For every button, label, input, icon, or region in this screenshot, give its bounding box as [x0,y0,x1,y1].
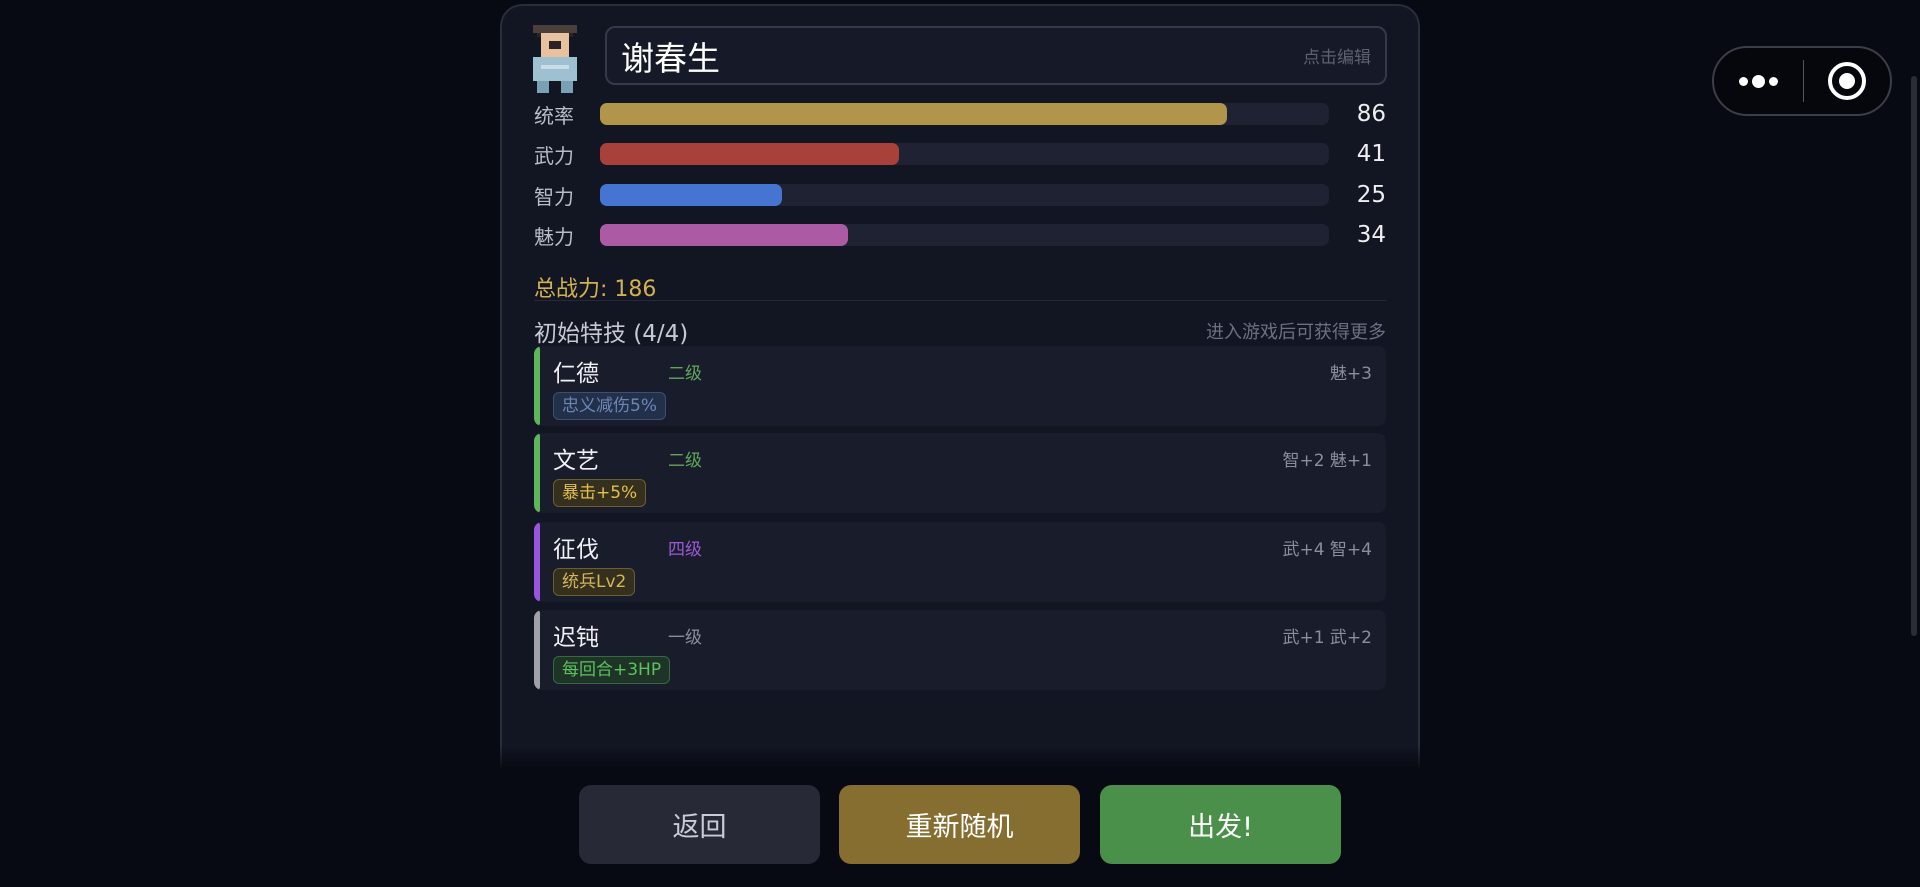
skill-level: 四级 [668,540,702,560]
capsule-divider [1803,60,1804,102]
stat-bar [600,224,1329,246]
more-icon-dot [1752,74,1765,88]
skill-card[interactable]: 征伐 四级 武+4 智+4 统兵Lv2 [534,522,1386,602]
skill-effect-tag: 暴击+5% [553,479,647,507]
depart-button[interactable]: 出发! [1100,785,1341,864]
close-miniprogram-button[interactable] [1804,62,1890,100]
miniprogram-capsule [1712,46,1892,116]
general-avatar [533,25,577,93]
stat-bar-fill [600,224,848,246]
name-input[interactable]: 谢春生 点击编辑 [605,26,1387,85]
stat-value: 34 [1356,222,1386,248]
name-edit-hint: 点击编辑 [1303,48,1371,68]
stat-bar-fill [600,143,899,165]
stat-label: 统率 [534,103,574,128]
stat-row: 统率 86 [534,99,1386,129]
stat-label: 武力 [534,143,574,168]
stat-bar [600,143,1329,165]
stat-bar-fill [600,103,1227,125]
stat-value: 86 [1356,101,1386,127]
skill-effect-tag: 忠义减伤5% [553,392,666,420]
more-menu-button[interactable] [1714,74,1803,88]
more-icon [1739,76,1748,86]
name-value: 谢春生 [621,38,720,78]
total-power: 总战力: 186 [534,277,657,302]
stat-label: 智力 [534,184,574,209]
skill-level: 二级 [668,364,702,384]
stat-row: 魅力 34 [534,220,1386,250]
skill-bonus: 智+2 魅+1 [1282,451,1372,471]
skill-level: 二级 [668,451,702,471]
skill-name: 文艺 [553,448,599,474]
skill-rarity-bar [534,522,540,602]
stat-value: 41 [1356,141,1386,167]
skill-card[interactable]: 仁德 二级 魅+3 忠义减伤5% [534,346,1386,426]
stat-row: 智力 25 [534,180,1386,210]
skills-header: 初始特技 (4/4) [534,321,689,347]
skill-rarity-bar [534,433,540,513]
stat-bar [600,184,1329,206]
divider [534,300,1386,301]
scrollbar[interactable] [1911,76,1917,636]
skill-name: 迟钝 [553,625,599,651]
stat-value: 25 [1356,182,1386,208]
skill-bonus: 魅+3 [1329,364,1372,384]
back-button[interactable]: 返回 [579,785,820,864]
more-icon-dot [1769,76,1778,86]
stat-bar-fill [600,184,783,206]
skill-name: 仁德 [553,361,599,387]
skill-bonus: 武+4 智+4 [1282,540,1372,560]
stat-label: 魅力 [534,224,574,249]
stat-bar [600,103,1329,125]
skill-rarity-bar [534,610,540,690]
skills-hint: 进入游戏后可获得更多 [1206,322,1386,343]
target-icon [1828,62,1866,100]
skill-rarity-bar [534,346,540,426]
skill-effect-tag: 每回合+3HP [553,656,671,684]
skill-name: 征伐 [553,537,599,563]
skill-effect-tag: 统兵Lv2 [553,568,636,596]
skill-card[interactable]: 迟钝 一级 武+1 武+2 每回合+3HP [534,610,1386,690]
skill-card[interactable]: 文艺 二级 智+2 魅+1 暴击+5% [534,433,1386,513]
skill-level: 一级 [668,628,702,648]
reroll-button[interactable]: 重新随机 [839,785,1080,864]
stat-row: 武力 41 [534,139,1386,169]
skill-bonus: 武+1 武+2 [1282,628,1372,648]
